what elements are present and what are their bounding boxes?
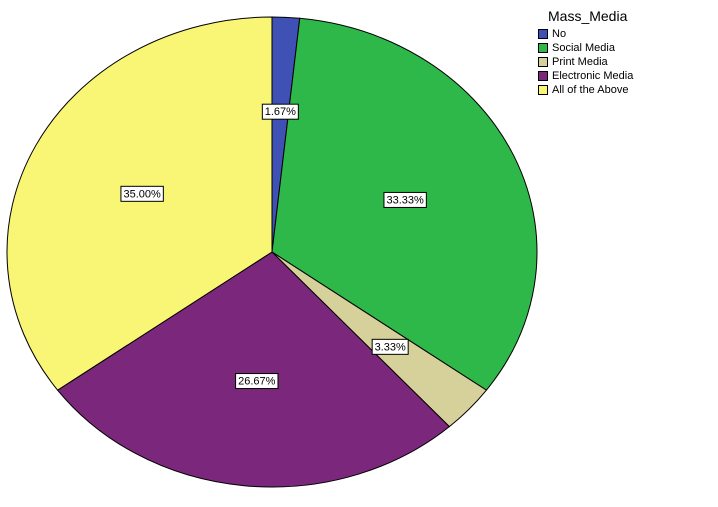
data-label-print-media: 3.33% bbox=[371, 338, 409, 355]
data-label-no: 1.67% bbox=[261, 103, 299, 120]
pie-data-labels: 1.67% 33.33% 3.33% 26.67% 35.00% bbox=[120, 103, 427, 390]
legend-item-no: No bbox=[538, 27, 708, 41]
data-label-box bbox=[120, 185, 164, 202]
legend-swatch bbox=[538, 57, 548, 67]
legend-title: Mass_Media bbox=[548, 8, 628, 24]
legend-label: Print Media bbox=[552, 56, 608, 68]
data-label-text: 35.00% bbox=[123, 188, 161, 200]
data-label-box bbox=[261, 103, 299, 120]
data-label-box bbox=[383, 191, 427, 208]
legend-label: Social Media bbox=[552, 42, 615, 54]
legend-item-electronic-media: Electronic Media bbox=[538, 69, 708, 83]
legend-swatch bbox=[538, 85, 548, 95]
legend-item-all-of-the-above: All of the Above bbox=[538, 83, 708, 97]
pie-slice-all-of-the-above bbox=[6, 16, 273, 391]
data-label-text: 33.33% bbox=[386, 194, 424, 206]
data-label-text: 3.33% bbox=[375, 341, 406, 353]
legend-label: Electronic Media bbox=[552, 70, 634, 82]
legend-swatch bbox=[538, 29, 548, 39]
legend-label: No bbox=[552, 28, 567, 40]
data-label-box bbox=[235, 373, 279, 390]
data-label-social-media: 33.33% bbox=[383, 191, 427, 208]
data-label-box bbox=[371, 338, 409, 355]
legend-item-social-media: Social Media bbox=[538, 41, 708, 55]
legend-item-print-media: Print Media bbox=[538, 55, 708, 69]
pie-slice-electronic-media bbox=[56, 251, 451, 488]
data-label-text: 1.67% bbox=[265, 106, 296, 118]
legend-label: All of the Above bbox=[552, 84, 629, 96]
data-label-text: 26.67% bbox=[238, 376, 276, 388]
data-label-electronic-media: 26.67% bbox=[235, 373, 279, 390]
legend: Mass_Media No Social Media Print Media Elec… bbox=[538, 8, 708, 97]
data-label-all-of-the-above: 35.00% bbox=[120, 185, 164, 202]
legend-items: No Social Media Print Media Electronic Medi… bbox=[538, 27, 708, 97]
pie-slices bbox=[6, 16, 538, 488]
legend-swatch bbox=[538, 43, 548, 53]
legend-swatch bbox=[538, 71, 548, 81]
